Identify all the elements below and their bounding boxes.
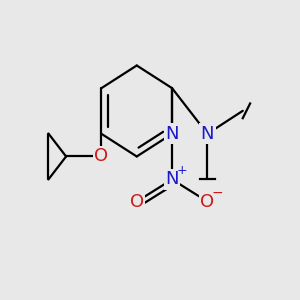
Text: N: N [165,125,179,143]
Text: O: O [130,193,144,211]
Text: −: − [212,186,224,200]
Text: N: N [201,125,214,143]
Text: O: O [200,193,214,211]
Text: O: O [94,148,109,166]
Text: +: + [176,164,187,176]
Text: N: N [165,170,179,188]
